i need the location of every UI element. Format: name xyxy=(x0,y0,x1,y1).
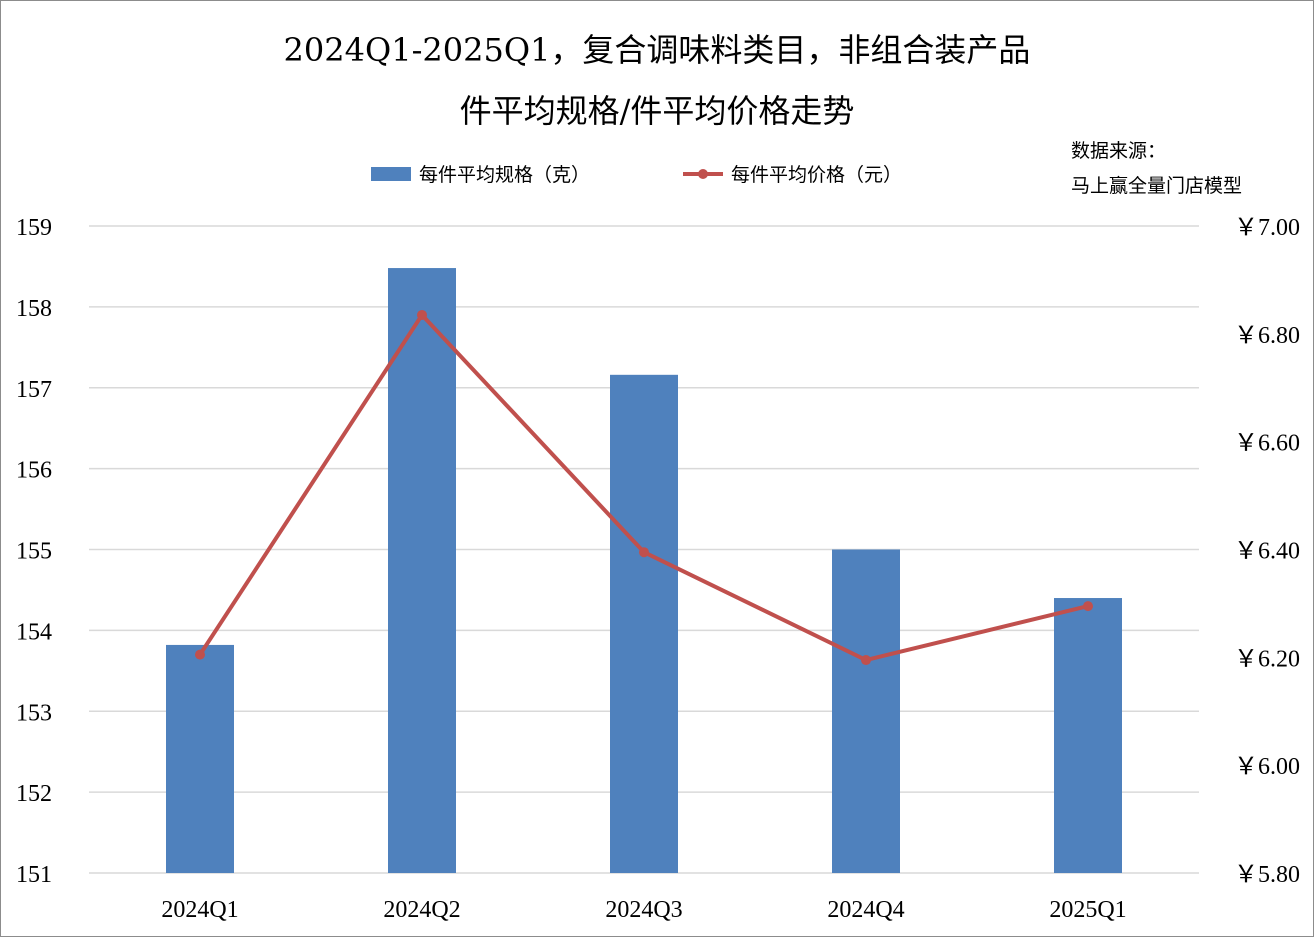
left-tick-label: 159 xyxy=(16,215,52,241)
x-tick-label: 2024Q4 xyxy=(827,897,904,923)
left-tick-label: 156 xyxy=(16,458,52,484)
right-tick-label: ￥6.40 xyxy=(1234,539,1300,565)
bar xyxy=(166,644,234,873)
bar xyxy=(832,549,900,873)
legend-bar-swatch xyxy=(371,167,411,181)
left-tick-label: 153 xyxy=(16,700,52,726)
bar-series xyxy=(166,268,1122,873)
legend: 每件平均规格（克） 每件平均价格（元） xyxy=(371,164,902,186)
x-tick-label: 2025Q1 xyxy=(1049,897,1126,923)
x-tick-label: 2024Q2 xyxy=(383,897,460,923)
bar xyxy=(388,268,456,873)
bar xyxy=(610,374,678,873)
line-series xyxy=(195,309,1093,666)
line-point xyxy=(639,547,649,558)
legend-line-marker xyxy=(698,169,708,179)
line-point xyxy=(195,649,205,660)
right-tick-label: ￥6.00 xyxy=(1234,754,1300,780)
legend-line-label: 每件平均价格（元） xyxy=(731,164,902,186)
left-tick-label: 157 xyxy=(16,377,52,403)
right-tick-label: ￥6.60 xyxy=(1234,431,1300,457)
chart-title-line2: 件平均规格/件平均价格走势 xyxy=(460,92,855,130)
line-point xyxy=(417,309,427,320)
line-point xyxy=(861,655,871,666)
left-tick-label: 151 xyxy=(16,862,52,888)
source-label: 数据来源： xyxy=(1071,140,1166,162)
legend-bar-label: 每件平均规格（克） xyxy=(419,164,590,186)
chart-title-line1: 2024Q1-2025Q1，复合调味料类目，非组合装产品 xyxy=(284,31,1031,69)
left-tick-label: 154 xyxy=(16,619,52,645)
right-tick-label: ￥5.80 xyxy=(1234,862,1300,888)
bar xyxy=(1054,598,1122,873)
line-point xyxy=(1083,601,1093,612)
left-tick-label: 155 xyxy=(16,539,52,565)
x-axis-ticks: 2024Q1 2024Q2 2024Q3 2024Q4 2025Q1 xyxy=(161,897,1126,923)
left-tick-label: 158 xyxy=(16,296,52,322)
left-axis-ticks: 159 158 157 156 155 154 153 152 151 xyxy=(16,215,52,888)
x-tick-label: 2024Q1 xyxy=(161,897,238,923)
x-tick-label: 2024Q3 xyxy=(605,897,682,923)
left-tick-label: 152 xyxy=(16,781,52,807)
right-tick-label: ￥6.80 xyxy=(1234,323,1300,349)
right-tick-label: ￥6.20 xyxy=(1234,646,1300,672)
source-name: 马上赢全量门店模型 xyxy=(1071,175,1242,197)
right-axis-ticks: ￥7.00 ￥6.80 ￥6.60 ￥6.40 ￥6.20 ￥6.00 ￥5.80 xyxy=(1234,215,1300,888)
right-tick-label: ￥7.00 xyxy=(1234,215,1300,241)
